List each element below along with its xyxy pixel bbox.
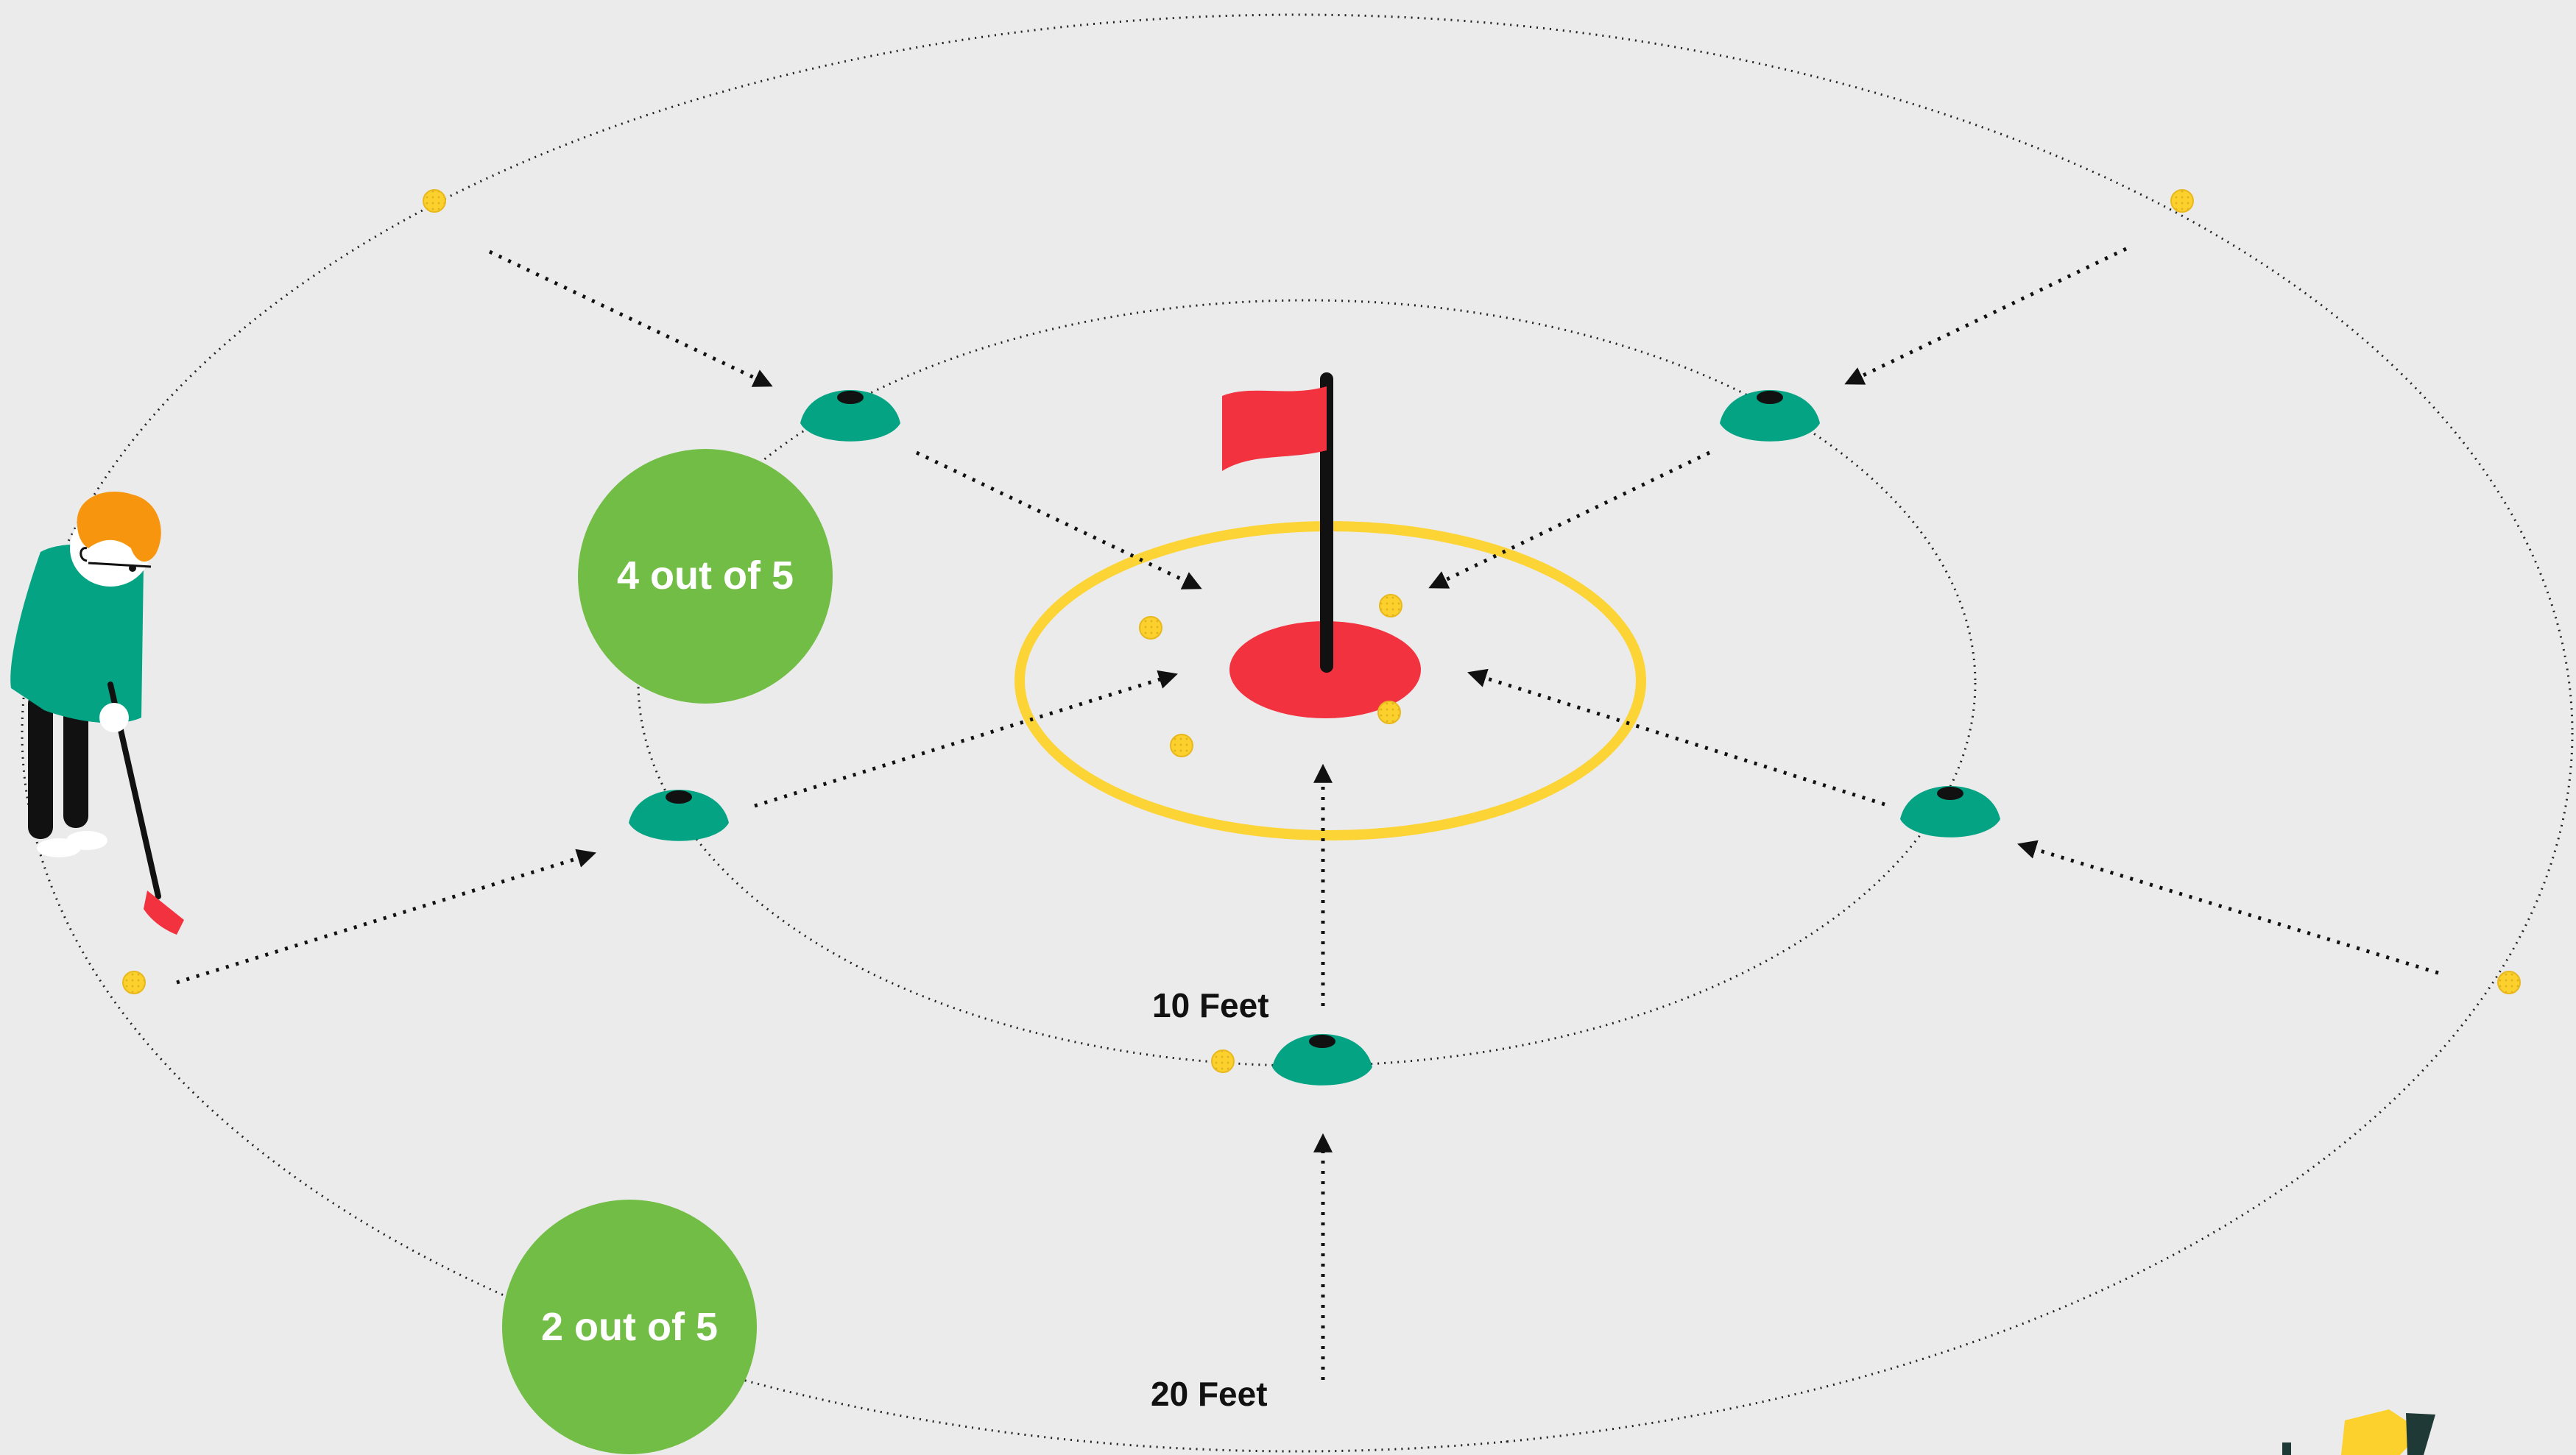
arrow-inner-right	[1467, 668, 1885, 807]
marker-cone-icon	[1720, 390, 1820, 442]
balls	[122, 189, 2521, 1073]
inner-ring-10-feet	[637, 299, 1977, 1067]
marker-cone-icon	[629, 790, 729, 841]
arrow-outer-top-left	[488, 249, 773, 387]
marker-cone-icon	[800, 390, 900, 442]
golf-ball-icon	[2497, 971, 2521, 994]
arrow-inner-top-left	[915, 450, 1202, 590]
arrow-inner-left	[754, 670, 1178, 808]
badge-inner-goal-text: 4 out of 5	[617, 553, 794, 598]
badge-inner-goal: 4 out of 5	[578, 449, 833, 704]
putt-direction-arrows	[176, 247, 2439, 1380]
golf-ball-icon	[2170, 189, 2194, 213]
marker-cone-icon	[1272, 1034, 1372, 1086]
golf-ball-icon	[423, 189, 446, 213]
golf-ball-icon	[122, 971, 146, 994]
golf-ball-icon	[1377, 701, 1401, 724]
golf-ball-icon	[1379, 594, 1402, 617]
label-20-feet: 20 Feet	[1151, 1375, 1268, 1413]
arrow-outer-right	[2017, 840, 2439, 975]
arrow-outer-left	[176, 849, 596, 985]
golf-ball-icon	[1170, 734, 1193, 757]
brand-logo-icon	[2282, 1409, 2435, 1455]
golf-ball-icon	[1139, 616, 1162, 640]
marker-cone-icon	[1900, 786, 2000, 838]
badge-outer-goal-text: 2 out of 5	[541, 1305, 718, 1349]
golf-flag-icon	[1222, 372, 1333, 673]
golfer-figure-icon	[10, 491, 184, 935]
label-10-feet: 10 Feet	[1152, 986, 1269, 1024]
cones	[629, 390, 2000, 1086]
badge-outer-goal: 2 out of 5	[502, 1200, 757, 1454]
outer-ring-20-feet	[21, 13, 2574, 1453]
golf-ball-icon	[1211, 1049, 1235, 1073]
